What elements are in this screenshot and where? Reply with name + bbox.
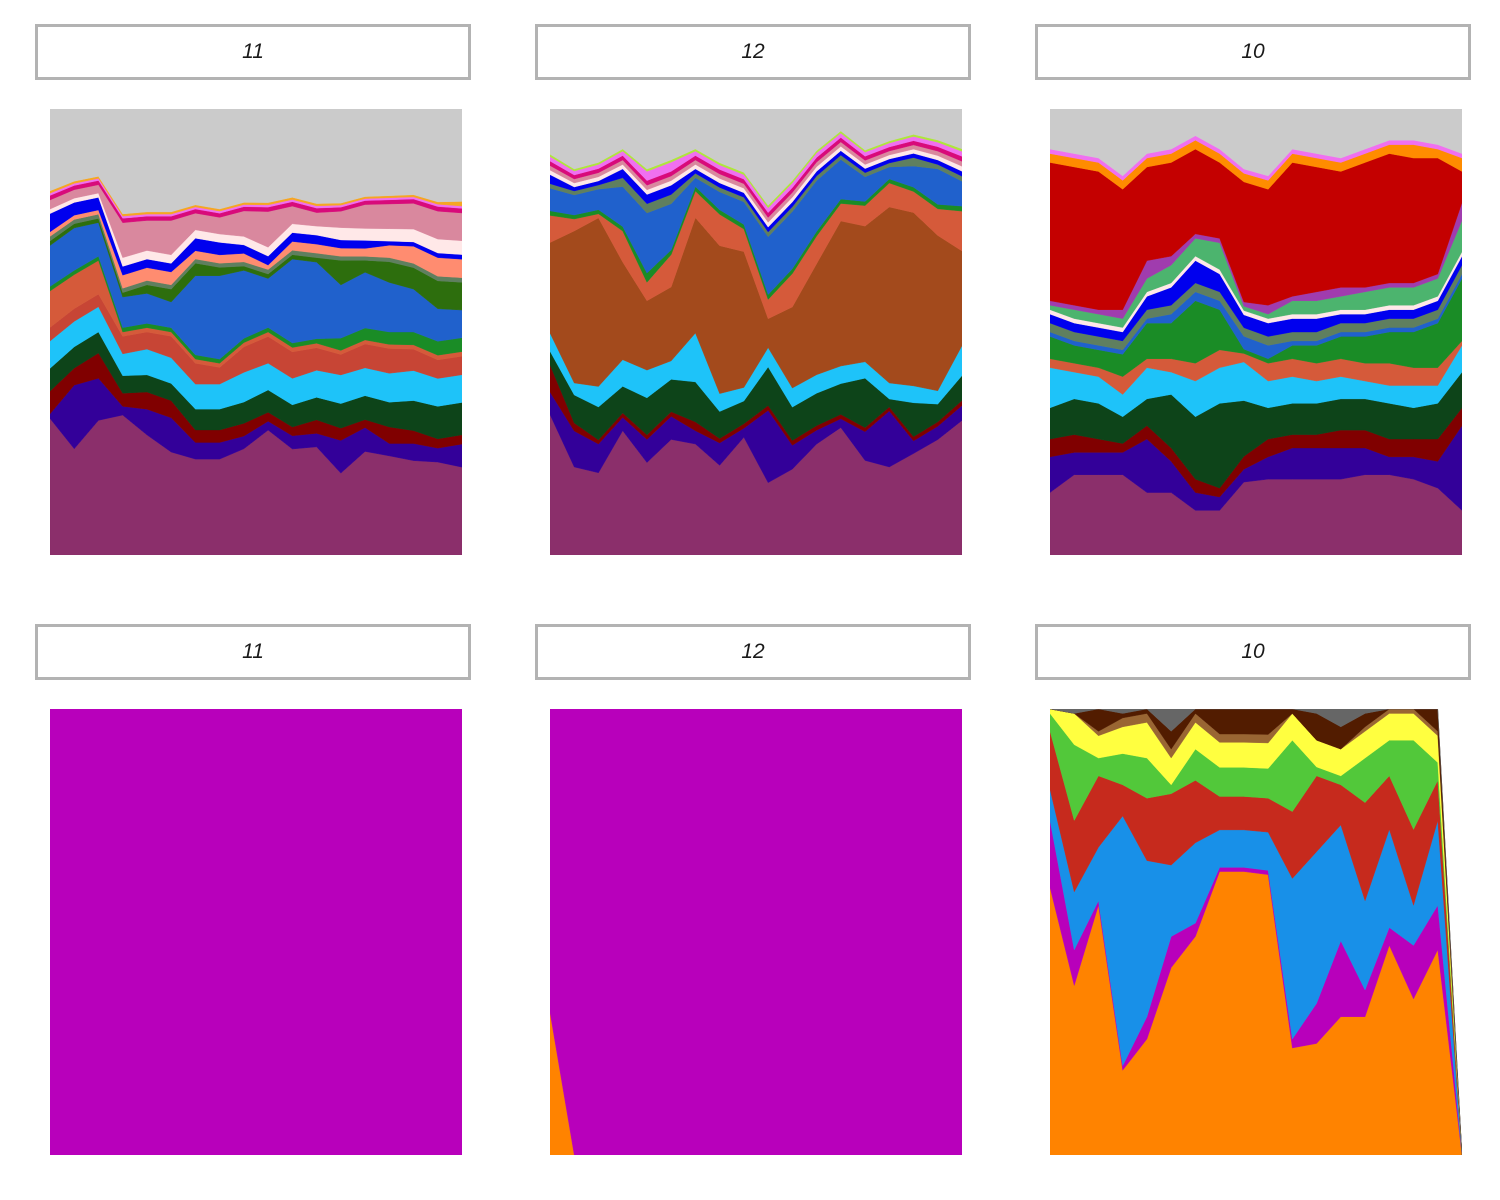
area-panel-row1-col2 <box>550 109 962 555</box>
facet-label: 12 <box>741 640 765 663</box>
facet-header-row1-col2: 12 <box>535 24 971 80</box>
area-panel-row2-col1 <box>50 709 462 1155</box>
facet-label: 10 <box>1241 40 1265 63</box>
facet-label: 11 <box>242 640 264 663</box>
facet-label: 12 <box>741 40 765 63</box>
area-panel-row2-col3 <box>1050 709 1462 1155</box>
facet-header-row1-col3: 10 <box>1035 24 1471 80</box>
area-series-19 <box>50 109 462 215</box>
facet-label: 11 <box>242 40 264 63</box>
area-series-1 <box>50 709 462 1155</box>
area-series-9 <box>1050 709 1462 1155</box>
area-series-2 <box>550 709 962 1155</box>
facet-header-row2-col3: 10 <box>1035 624 1471 680</box>
facet-header-row2-col2: 12 <box>535 624 971 680</box>
facet-header-row2-col1: 11 <box>35 624 471 680</box>
facet-label: 10 <box>1241 640 1265 663</box>
area-panel-row1-col1 <box>50 109 462 555</box>
area-series-1 <box>1050 474 1462 555</box>
area-panel-row1-col3 <box>1050 109 1462 555</box>
area-series-17 <box>550 109 962 206</box>
facet-header-row1-col1: 11 <box>35 24 471 80</box>
area-panel-row2-col2 <box>550 709 962 1155</box>
area-series-17 <box>1050 109 1462 177</box>
